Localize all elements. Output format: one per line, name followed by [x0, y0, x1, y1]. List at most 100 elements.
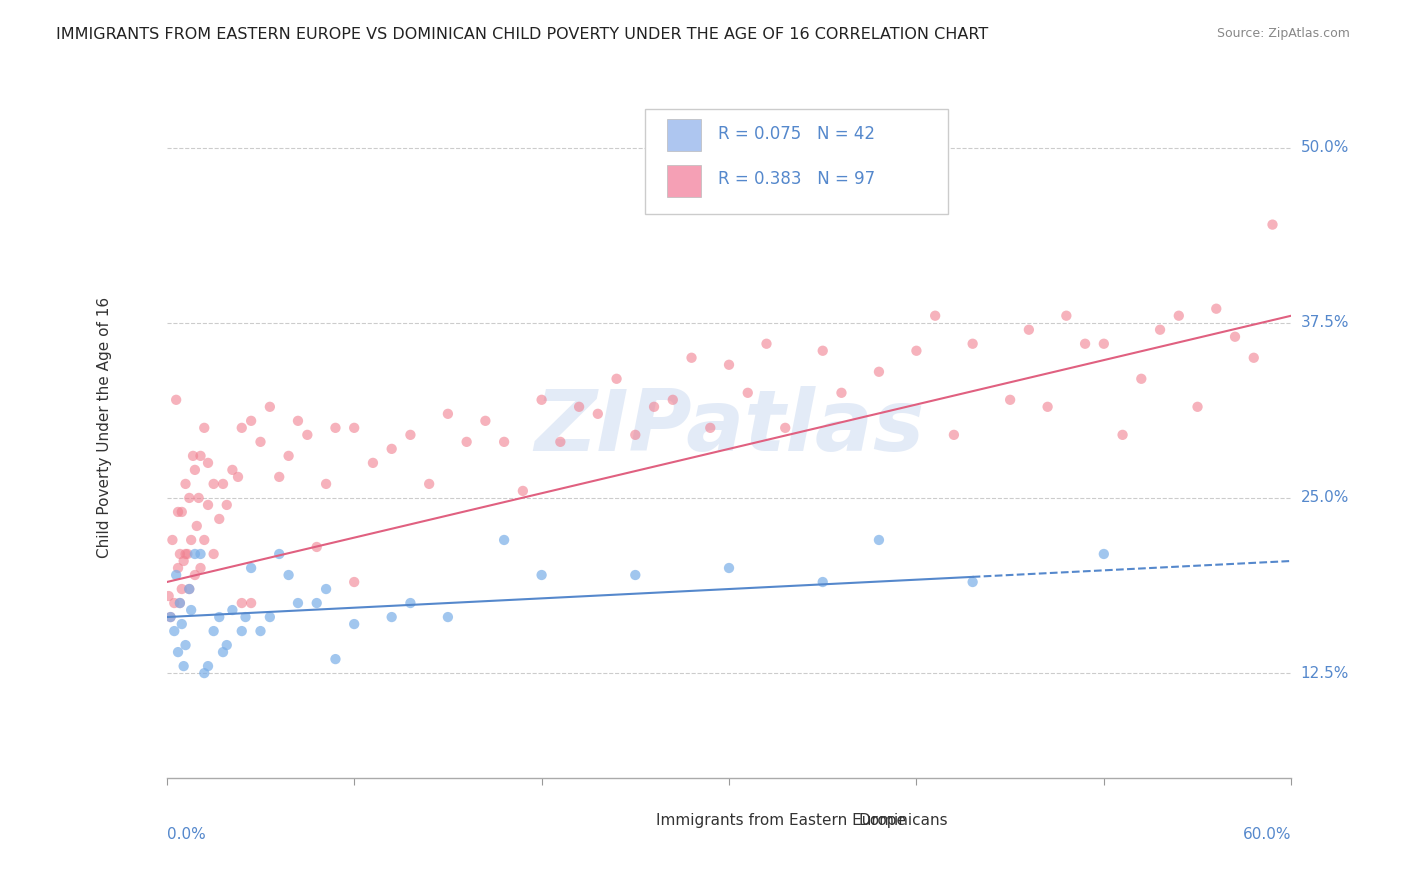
Text: 37.5%: 37.5% [1301, 315, 1350, 330]
Point [202, 624, 225, 638]
Point [179, 582, 201, 596]
Point [215, 498, 238, 512]
Point [221, 603, 243, 617]
Point [180, 533, 202, 547]
Point [235, 610, 257, 624]
Point [249, 624, 271, 638]
Point [174, 638, 197, 652]
Point [924, 309, 946, 323]
Point [962, 574, 984, 589]
Point [437, 407, 460, 421]
Point [159, 610, 181, 624]
Point [181, 449, 204, 463]
Point [568, 400, 591, 414]
Point [231, 596, 253, 610]
Point [202, 476, 225, 491]
Point [512, 483, 534, 498]
Point [240, 414, 263, 428]
Text: Dominicans: Dominicans [858, 813, 948, 828]
Point [530, 568, 553, 582]
Point [811, 343, 834, 358]
Point [173, 659, 195, 673]
Point [1261, 218, 1284, 232]
Point [167, 645, 190, 659]
Point [1223, 330, 1246, 344]
Point [249, 434, 271, 449]
Point [849, 183, 872, 197]
Point [962, 336, 984, 351]
Text: 12.5%: 12.5% [1301, 665, 1348, 681]
Point [167, 561, 190, 575]
Point [184, 568, 207, 582]
Point [170, 617, 193, 632]
Point [165, 392, 187, 407]
Text: ZIPatlas: ZIPatlas [534, 386, 924, 469]
Point [699, 421, 721, 435]
Point [343, 617, 366, 632]
Point [167, 505, 190, 519]
Point [170, 505, 193, 519]
Point [325, 652, 347, 666]
Point [208, 512, 231, 526]
Point [494, 533, 516, 547]
Text: Child Poverty Under the Age of 16: Child Poverty Under the Age of 16 [97, 297, 112, 558]
Point [277, 449, 299, 463]
Text: R = 0.383   N = 97: R = 0.383 N = 97 [718, 170, 875, 188]
Point [868, 533, 890, 547]
Point [169, 596, 191, 610]
Point [718, 358, 741, 372]
Point [643, 400, 665, 414]
Point [193, 421, 215, 435]
Text: 60.0%: 60.0% [1243, 827, 1291, 842]
Text: 25.0%: 25.0% [1301, 491, 1348, 506]
Point [197, 456, 219, 470]
Point [737, 385, 759, 400]
Point [221, 463, 243, 477]
Point [998, 392, 1021, 407]
Point [215, 638, 238, 652]
Point [315, 582, 337, 596]
Point [193, 666, 215, 681]
Point [157, 589, 180, 603]
Point [159, 610, 181, 624]
Point [186, 519, 208, 533]
Point [718, 561, 741, 575]
Bar [623, 810, 651, 830]
Point [773, 421, 796, 435]
Point [1036, 400, 1059, 414]
Point [240, 596, 263, 610]
Point [474, 414, 496, 428]
Point [905, 343, 928, 358]
Point [231, 421, 253, 435]
Point [190, 449, 212, 463]
Point [240, 561, 263, 575]
Point [269, 470, 291, 484]
Point [259, 610, 281, 624]
FancyBboxPatch shape [645, 109, 948, 214]
Point [361, 456, 384, 470]
Point [624, 568, 647, 582]
Point [1092, 336, 1115, 351]
Point [297, 427, 319, 442]
Point [456, 434, 478, 449]
Point [343, 574, 366, 589]
Point [437, 610, 460, 624]
Point [381, 610, 404, 624]
Point [174, 476, 197, 491]
Point [662, 392, 685, 407]
Point [184, 547, 207, 561]
Point [277, 568, 299, 582]
Point [755, 336, 778, 351]
Point [173, 554, 195, 568]
Point [868, 365, 890, 379]
Point [179, 491, 201, 505]
Point [305, 596, 328, 610]
Point [1092, 547, 1115, 561]
Point [1243, 351, 1265, 365]
Bar [824, 810, 852, 830]
Point [942, 427, 965, 442]
Point [315, 476, 337, 491]
Point [606, 372, 628, 386]
Point [1205, 301, 1227, 316]
Point [208, 610, 231, 624]
